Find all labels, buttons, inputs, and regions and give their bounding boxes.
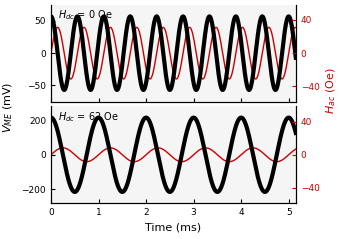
- Text: $H_{ac}$ (Oe): $H_{ac}$ (Oe): [325, 67, 338, 114]
- X-axis label: Time (ms): Time (ms): [145, 223, 202, 233]
- Text: $V_{ME}$ (mV): $V_{ME}$ (mV): [2, 82, 15, 133]
- Text: $\it{H}_{dc}$ = 62 Oe: $\it{H}_{dc}$ = 62 Oe: [58, 110, 119, 124]
- Text: $\it{H}_{dc}$ = 0 Oe: $\it{H}_{dc}$ = 0 Oe: [58, 9, 113, 22]
